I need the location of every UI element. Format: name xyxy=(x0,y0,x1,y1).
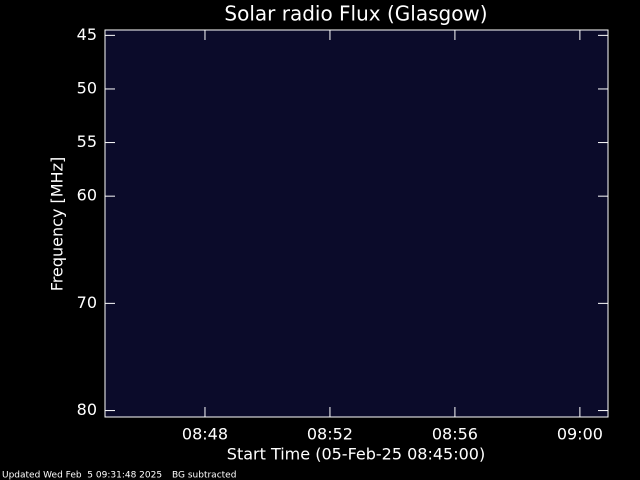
x-tick-label: 08:56 xyxy=(432,425,478,444)
spectrogram-panel xyxy=(105,30,608,417)
y-tick-label: 60 xyxy=(77,186,97,205)
x-tick-label: 08:48 xyxy=(182,425,228,444)
y-axis-label: Frequency [MHz] xyxy=(48,157,67,291)
y-tick-label: 45 xyxy=(77,25,97,44)
footer-updated: Updated Wed Feb 5 09:31:48 2025 xyxy=(2,471,162,480)
x-axis-label: Start Time (05-Feb-25 08:45:00) xyxy=(227,445,485,464)
footer-note: BG subtracted xyxy=(172,471,236,480)
y-tick-label: 50 xyxy=(77,78,97,97)
chart-title: Solar radio Flux (Glasgow) xyxy=(224,2,487,26)
x-tick-label: 09:00 xyxy=(557,425,603,444)
y-tick-label: 80 xyxy=(77,400,97,419)
plot-frame xyxy=(104,29,609,418)
y-tick-label: 70 xyxy=(77,293,97,312)
y-tick-label: 55 xyxy=(77,132,97,151)
x-tick-label: 08:52 xyxy=(307,425,353,444)
